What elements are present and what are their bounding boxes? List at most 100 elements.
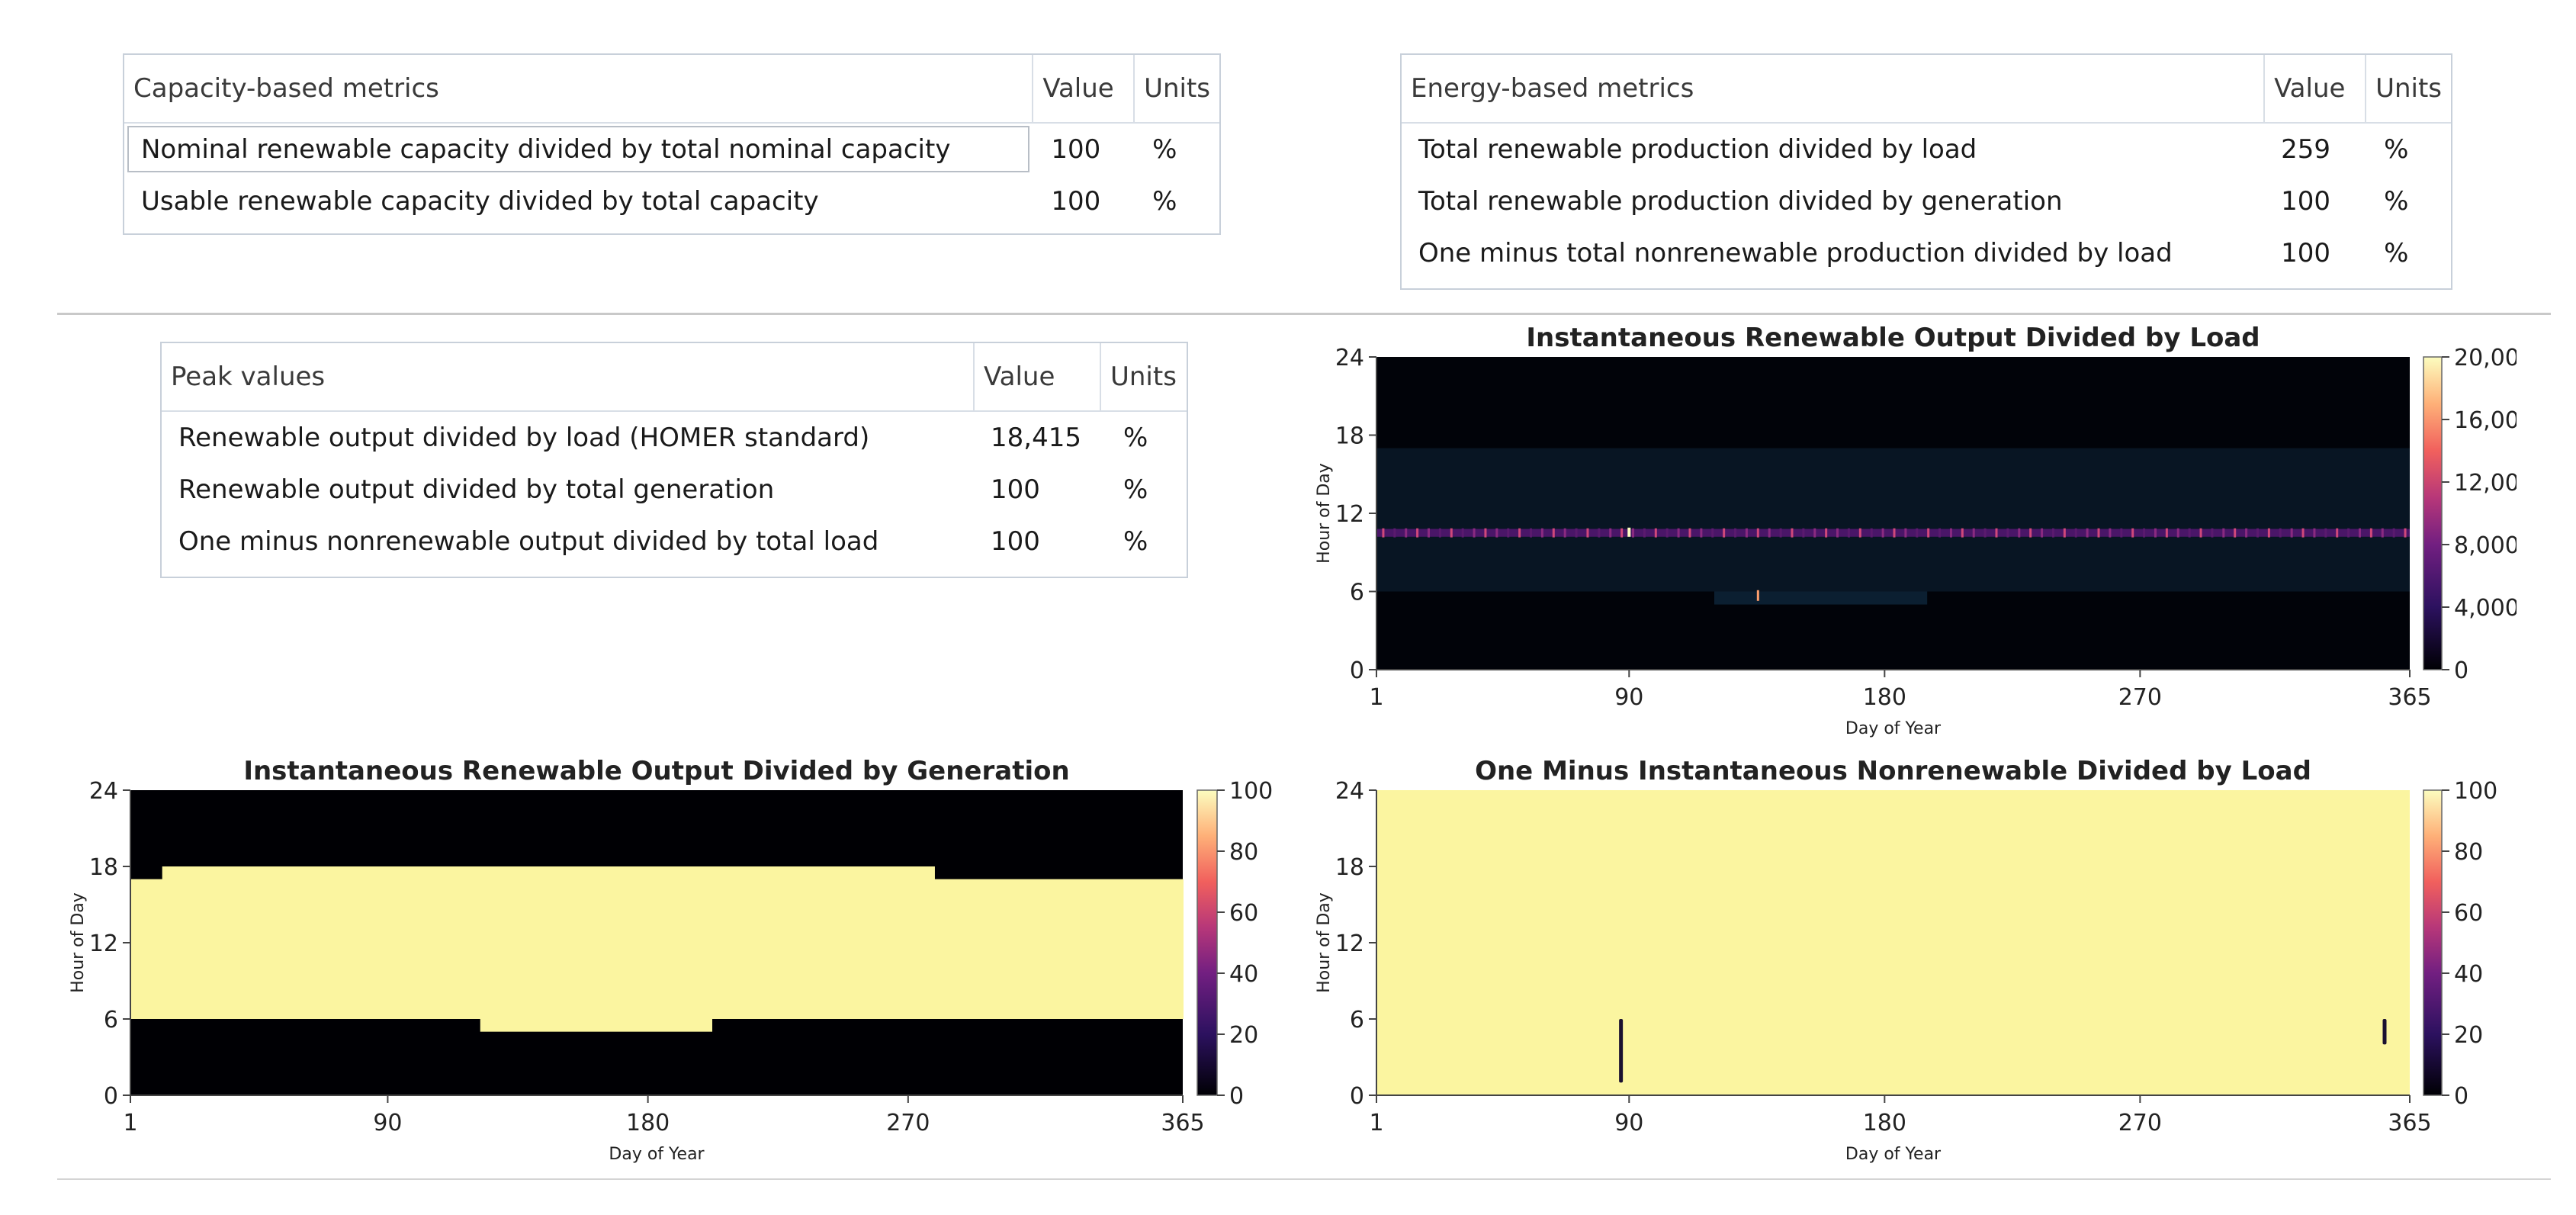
peak-output-cell: [2018, 528, 2021, 538]
peak-output-cell: [2324, 528, 2327, 538]
x-tick-label: 270: [886, 1110, 930, 1136]
y-tick-label: 12: [1335, 501, 1364, 528]
peak-output-cell: [1654, 528, 1657, 538]
peak-output-cell: [1598, 528, 1601, 538]
peak-output-cell: [2301, 528, 2305, 538]
peak-output-cell: [2086, 528, 2089, 538]
colorbar-tick-label: 40: [1229, 961, 1258, 988]
daylight-segment: [933, 879, 1184, 1019]
peak-output-cell: [2381, 528, 2384, 538]
peak-values-header[interactable]: Peak values: [162, 343, 975, 412]
metric-value: 100: [991, 474, 1040, 505]
low-output-band: [1376, 448, 2410, 592]
peak-output-cell: [2290, 528, 2293, 538]
colorbar-tick-label: 4,000: [2454, 595, 2517, 622]
peak-output-cell: [2051, 528, 2054, 538]
energy-metrics-table: Energy-based metrics Value Units Total r…: [1400, 53, 2452, 290]
peak-output-cell: [1438, 528, 1441, 538]
y-tick-label: 12: [89, 931, 118, 957]
x-axis-label: Day of Year: [609, 1145, 705, 1164]
colorbar-tick-label: 60: [2454, 900, 2483, 927]
colorbar-tick-label: 0: [2454, 1083, 2468, 1110]
peak-output-cell: [2041, 528, 2044, 538]
colorbar-tick-label: 100: [1229, 778, 1273, 805]
value-header[interactable]: Value: [2264, 55, 2367, 124]
table-row[interactable]: One minus nonrenewable output divided by…: [162, 516, 1187, 567]
table-row[interactable]: Usable renewable capacity divided by tot…: [124, 175, 1219, 227]
peak-output-cell: [1916, 528, 1919, 538]
table-row[interactable]: Total renewable production divided by lo…: [1402, 123, 2451, 175]
units-header[interactable]: Units: [2366, 55, 2451, 124]
peak-output-cell: [1518, 528, 1521, 538]
colorbar: [2423, 789, 2443, 1096]
colorbar-tick-label: 16,000: [2454, 407, 2517, 434]
y-tick-label: 24: [1335, 778, 1364, 805]
peak-output-cell: [2120, 528, 2123, 538]
y-tick-label: 18: [89, 854, 118, 881]
daylight-segment: [162, 866, 481, 1019]
colorbar-tick-label: 60: [1229, 900, 1258, 927]
peak-output-cell: [1540, 528, 1543, 538]
metric-units: %: [1123, 526, 1148, 557]
value-header[interactable]: Value: [1033, 55, 1135, 124]
metric-label: Nominal renewable capacity divided by to…: [124, 123, 1033, 175]
colorbar-tick-label: 0: [2454, 657, 2468, 684]
capacity-metrics-header[interactable]: Capacity-based metrics: [124, 55, 1034, 124]
energy-metrics-header[interactable]: Energy-based metrics: [1402, 55, 2266, 124]
x-tick-label: 180: [1863, 684, 1906, 711]
peak-output-cell: [2109, 528, 2112, 538]
units-header[interactable]: Units: [1100, 343, 1187, 412]
peak-output-cell: [2154, 528, 2157, 538]
peak-output-cell: [1768, 528, 1771, 538]
metric-units: %: [1123, 423, 1148, 453]
heatmap-generation-svg: Instantaneous Renewable Output Divided b…: [69, 756, 1273, 1164]
y-tick-label: 0: [104, 1083, 118, 1110]
peak-output-cell: [1416, 528, 1419, 538]
heatmap-load-svg: Instantaneous Renewable Output Divided b…: [1315, 323, 2534, 738]
peak-output-cell: [1825, 528, 1828, 538]
peak-output-cell: [1461, 528, 1464, 538]
peak-output-cell: [1858, 528, 1861, 538]
metric-value: 100: [1051, 186, 1101, 217]
peak-output-cell: [2143, 528, 2146, 538]
table-row[interactable]: Renewable output divided by load (HOMER …: [162, 411, 1187, 464]
colorbar-tick-label: 80: [1229, 839, 1258, 866]
units-header[interactable]: Units: [1134, 55, 1219, 124]
peak-output-cell: [1972, 528, 1975, 538]
chart-title: Instantaneous Renewable Output Divided b…: [1526, 323, 2260, 353]
peak-output-cell: [1632, 528, 1635, 538]
peak-output-cell: [1949, 528, 1952, 538]
peak-output-cell: [1643, 528, 1646, 538]
peak-output-cell: [2347, 528, 2350, 538]
peak-output-cell: [1473, 528, 1476, 538]
peak-output-cell: [2369, 528, 2372, 538]
table-row[interactable]: Nominal renewable capacity divided by to…: [124, 123, 1219, 175]
heatmap-one-minus-nonrenewable: One Minus Instantaneous Nonrenewable Div…: [1296, 747, 2517, 1182]
peak-output-cell: [1665, 528, 1669, 538]
table-row[interactable]: One minus total nonrenewable production …: [1402, 227, 2451, 279]
peak-output-cell: [1405, 528, 1408, 538]
peak-output-cell: [1620, 528, 1624, 538]
y-tick-label: 0: [1350, 657, 1364, 684]
colorbar-tick-label: 20: [1229, 1022, 1258, 1049]
colorbar-tick-label: 8,000: [2454, 532, 2517, 559]
y-tick-label: 12: [1335, 931, 1364, 957]
low-value-dip: [1619, 1019, 1624, 1083]
x-tick-label: 180: [626, 1110, 670, 1136]
peak-output-cell: [1995, 528, 1998, 538]
value-header[interactable]: Value: [974, 343, 1101, 412]
heatmap-background: [1376, 790, 2410, 1095]
x-axis-label: Day of Year: [1845, 719, 1942, 738]
table-row[interactable]: Renewable output divided by total genera…: [162, 464, 1187, 516]
peak-output-cell: [1927, 528, 1930, 538]
peak-output-cell: [1870, 528, 1873, 538]
colorbar-tick-label: 20,000: [2454, 345, 2517, 371]
table-row[interactable]: Total renewable production divided by ge…: [1402, 175, 2451, 227]
colorbar: [1196, 789, 1218, 1096]
colorbar-tick-label: 40: [2454, 961, 2483, 988]
metric-label: One minus nonrenewable output divided by…: [178, 526, 879, 557]
chart-title: Instantaneous Renewable Output Divided b…: [243, 756, 1069, 786]
y-tick-label: 24: [89, 778, 118, 805]
peak-output-cell: [2074, 528, 2077, 538]
x-tick-label: 365: [2388, 1110, 2431, 1136]
